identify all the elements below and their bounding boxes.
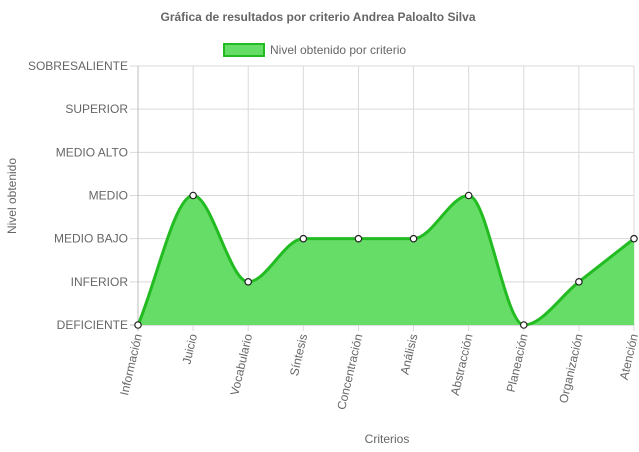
y-tick-label: DEFICIENTE bbox=[57, 318, 128, 332]
x-tick-label: Análisis bbox=[398, 333, 421, 376]
y-tick-label: SOBRESALIENTE bbox=[28, 59, 128, 73]
x-tick-label: Vocabulario bbox=[227, 332, 255, 397]
x-tick-label: Síntesis bbox=[287, 333, 310, 378]
data-point[interactable] bbox=[575, 278, 583, 286]
y-tick-label: MEDIO BAJO bbox=[54, 232, 128, 246]
x-axis-title: Criterios bbox=[365, 432, 410, 446]
y-axis-ticks: DEFICIENTE INFERIOR MEDIO BAJO MEDIO MEDIO A… bbox=[28, 59, 128, 332]
x-tick-label: Planeación bbox=[504, 333, 531, 394]
chart-title: Gráfica de resultados por criterio Andre… bbox=[161, 10, 476, 24]
data-point[interactable] bbox=[134, 321, 142, 329]
data-point[interactable] bbox=[409, 234, 418, 243]
data-point[interactable] bbox=[354, 234, 363, 243]
data-points bbox=[134, 191, 638, 329]
x-tick-label: Abstracción bbox=[448, 333, 476, 397]
x-tick-label: Organización bbox=[556, 333, 586, 405]
plot-area bbox=[136, 193, 635, 327]
y-axis-title: Nivel obtenido bbox=[5, 158, 19, 234]
data-point[interactable] bbox=[244, 278, 253, 286]
x-tick-label: Atención bbox=[617, 333, 639, 382]
series-area bbox=[138, 195, 634, 325]
data-point[interactable] bbox=[299, 234, 308, 243]
legend-label: Nivel obtenido por criterio bbox=[270, 43, 406, 57]
data-point[interactable] bbox=[464, 191, 473, 200]
x-axis-ticks: Información Juicio Vocabulario Síntesis Conc… bbox=[117, 332, 639, 411]
legend-swatch bbox=[223, 43, 265, 57]
y-tick-label: MEDIO ALTO bbox=[56, 145, 128, 159]
y-tick-label: MEDIO bbox=[89, 189, 128, 203]
data-point[interactable] bbox=[519, 321, 528, 329]
x-tick-label: Juicio bbox=[179, 332, 200, 365]
series-line bbox=[136, 193, 635, 327]
y-tick-label: INFERIOR bbox=[71, 275, 129, 289]
legend[interactable]: Nivel obtenido por criterio bbox=[223, 43, 406, 57]
data-point[interactable] bbox=[189, 191, 197, 200]
data-point[interactable] bbox=[630, 234, 638, 243]
x-tick-label: Concentración bbox=[334, 333, 365, 412]
x-tick-label: Información bbox=[117, 333, 145, 397]
y-tick-label: SUPERIOR bbox=[65, 102, 128, 116]
